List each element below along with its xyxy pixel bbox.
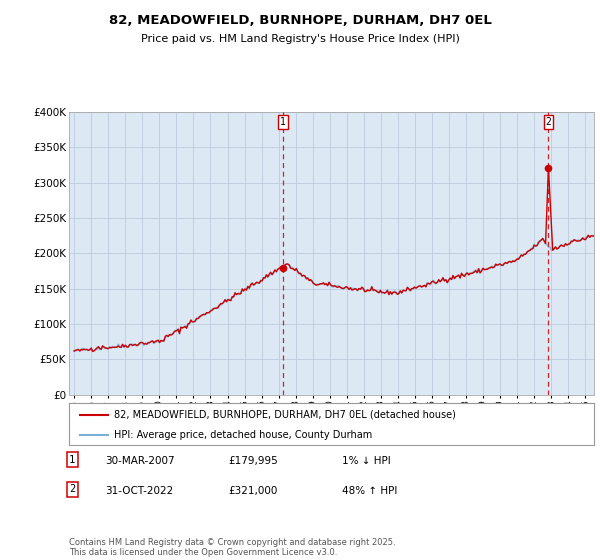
Text: 82, MEADOWFIELD, BURNHOPE, DURHAM, DH7 0EL (detached house): 82, MEADOWFIELD, BURNHOPE, DURHAM, DH7 0… [113,410,455,420]
Text: 1: 1 [280,117,286,127]
Text: 82, MEADOWFIELD, BURNHOPE, DURHAM, DH7 0EL: 82, MEADOWFIELD, BURNHOPE, DURHAM, DH7 0… [109,14,491,27]
Text: 30-MAR-2007: 30-MAR-2007 [105,456,175,466]
Text: 31-OCT-2022: 31-OCT-2022 [105,486,173,496]
Text: 2: 2 [69,484,75,494]
Text: 1% ↓ HPI: 1% ↓ HPI [342,456,391,466]
Text: 48% ↑ HPI: 48% ↑ HPI [342,486,397,496]
Text: 1: 1 [69,455,75,465]
Text: £321,000: £321,000 [228,486,277,496]
Text: £179,995: £179,995 [228,456,278,466]
Text: 2: 2 [545,117,551,127]
Text: Price paid vs. HM Land Registry's House Price Index (HPI): Price paid vs. HM Land Registry's House … [140,34,460,44]
Text: Contains HM Land Registry data © Crown copyright and database right 2025.
This d: Contains HM Land Registry data © Crown c… [69,538,395,557]
Text: HPI: Average price, detached house, County Durham: HPI: Average price, detached house, Coun… [113,430,372,440]
